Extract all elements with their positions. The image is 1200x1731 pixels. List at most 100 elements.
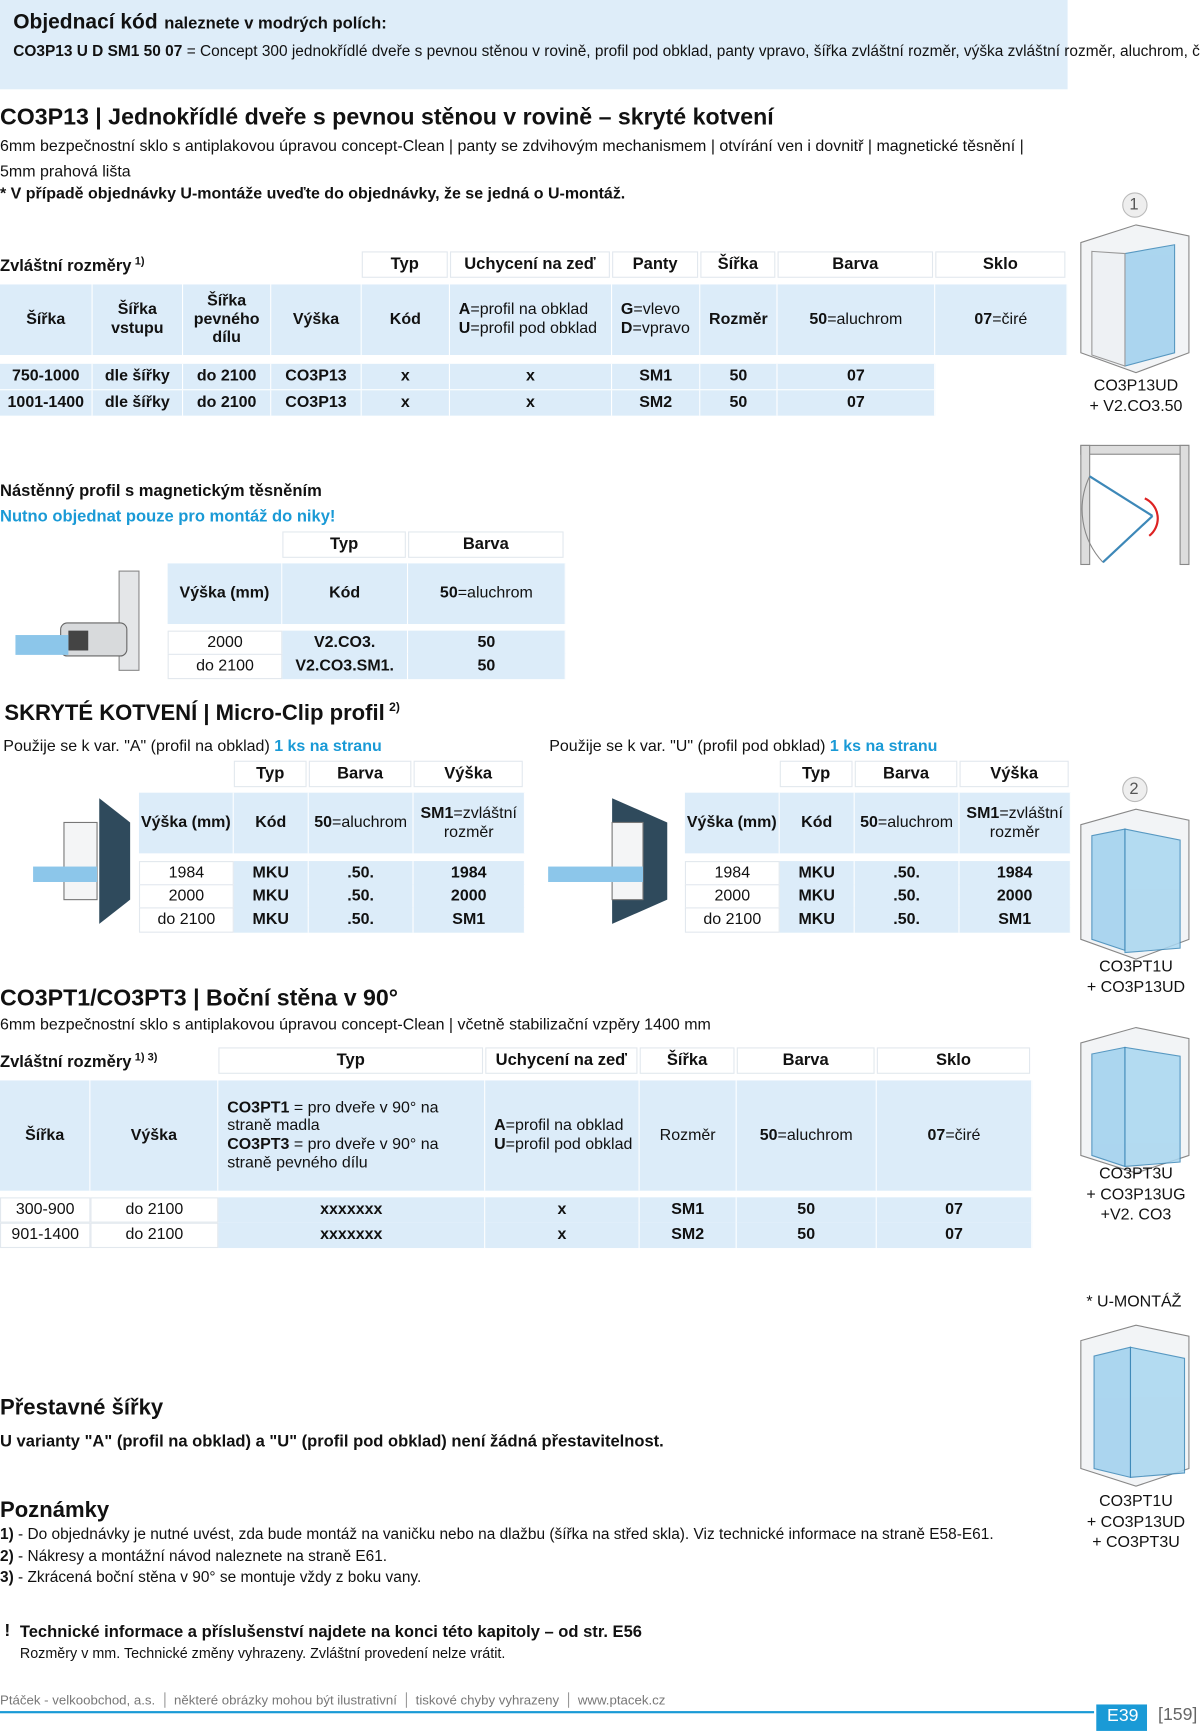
group-header: Barva	[736, 1047, 875, 1074]
table-cell: 901-1400	[0, 1222, 91, 1249]
table-cell: do 2100	[90, 1197, 219, 1223]
order-code: CO3P13 U D SM1 50 07	[13, 41, 183, 60]
text-run: - Nákresy a montážní návod naleznete na …	[13, 1546, 388, 1564]
group-header: Šířka	[700, 251, 776, 278]
cell-line: Rozměr	[709, 310, 768, 329]
cell-key: CO3PT3	[227, 1135, 290, 1154]
table-cell: V2.CO3.SM1.	[282, 653, 409, 680]
column-header: Výška	[90, 1080, 219, 1191]
table-cell: 1001-1400	[0, 390, 93, 416]
column-header: 50=aluchrom	[777, 284, 936, 356]
cell-key: A	[494, 1117, 506, 1135]
cell-line: .50.	[893, 887, 920, 906]
table-cell: 2000	[138, 884, 234, 910]
cell-line: MKU	[798, 864, 835, 883]
cell-line: Barva	[782, 1051, 829, 1070]
text-run: 2)	[0, 1546, 14, 1564]
cell-line: Výška	[292, 310, 340, 329]
section-description: 6mm bezpečnostní sklo s antiplakovou úpr…	[0, 1016, 711, 1035]
cell-line: Rozměr	[659, 1126, 716, 1145]
cell-line: .50.	[347, 910, 374, 929]
text-run: 1 ks na stranu	[274, 737, 382, 756]
table-cell: 07	[777, 390, 936, 416]
table-cell: xxxxxxx	[218, 1197, 486, 1223]
header-code-line: CO3P13 U D SM1 50 07 = Concept 300 jednok…	[13, 41, 1200, 62]
cell-line: x	[526, 393, 535, 412]
enclosure-4	[1080, 1324, 1190, 1487]
cell-line: Typ	[390, 255, 419, 274]
cell-key: 50	[809, 310, 828, 329]
table-cell: 50	[408, 653, 566, 680]
note-item: 3) - Zkrácená boční stěna v 90° se montu…	[0, 1568, 421, 1586]
figure-caption: + CO3P13UG	[1086, 1185, 1186, 1204]
column-header: SM1=zvláštní rozměr	[959, 792, 1071, 854]
cell-line: 1984	[168, 864, 205, 883]
footer-rule	[0, 1711, 1095, 1714]
group-header: Barva	[308, 760, 412, 788]
column-header: 50=aluchrom	[408, 563, 566, 625]
footer-item: některé obrázky mohou být ilustrativní	[164, 1692, 406, 1708]
table-cell: CO3P13	[271, 390, 362, 416]
cell-line: 1984	[996, 864, 1033, 883]
column-header: Výška (mm)	[167, 563, 283, 625]
cell-line: 2000	[714, 887, 751, 906]
figure-caption: CO3PT1U	[1099, 958, 1173, 976]
table-cell: MKU	[233, 861, 309, 887]
cell-line: x	[526, 367, 535, 385]
column-header: 50=aluchrom	[736, 1080, 877, 1191]
cell-line: V2.CO3.SM1.	[295, 657, 394, 675]
table-cell: MKU	[779, 907, 855, 933]
table-cell: dle šířky	[92, 363, 184, 390]
cell-line: Typ	[256, 764, 285, 784]
cell-line: MKU	[798, 887, 835, 906]
cell-line: x	[557, 1200, 567, 1219]
cell-line: MKU	[798, 910, 835, 929]
cell-line: Barva	[883, 764, 930, 784]
info-title: Technické informace a příslušenství najd…	[19, 1622, 642, 1642]
cell-line: Šířka	[717, 255, 759, 274]
order-description: = Concept 300 jednokřídlé dveře s pevnou…	[186, 41, 1200, 60]
cell-line: dle šířky	[104, 367, 170, 385]
cell-key: 07	[974, 310, 993, 329]
column-header: Šířka	[0, 1080, 91, 1191]
cell-line: Barva	[832, 255, 879, 274]
cell-key: SM1	[420, 804, 454, 823]
table-cell: SM1	[639, 1197, 737, 1223]
section-title: CO3P13 | Jednokřídlé dveře s pevnou stěn…	[0, 104, 774, 131]
group-header: Uchycení na zeď	[449, 251, 610, 278]
footer-text: Ptáček - velkoobchod, a.s. některé obrázk…	[0, 1692, 675, 1708]
group-header: Šířka	[639, 1047, 735, 1074]
table-cell: MKU	[233, 907, 309, 933]
cell-line: 2000	[207, 634, 243, 652]
figure-label: * U-MONTÁŽ	[1086, 1293, 1182, 1311]
table-cell: 50	[736, 1222, 877, 1249]
cell-line: Uchycení na zeď	[464, 255, 596, 274]
cell-text: =aluchrom	[827, 310, 903, 329]
cell-text: = pro dveře v 90° na straně madla	[227, 1098, 439, 1135]
figure-caption: CO3P13UD	[1093, 377, 1179, 395]
cell-key: CO3PT1	[227, 1098, 290, 1117]
table-cell: do 2100	[138, 907, 234, 933]
group-header: Typ	[361, 251, 448, 278]
cell-line: SM1	[998, 910, 1032, 929]
column-header: 07=čiré	[935, 284, 1068, 356]
cell-line: MKU	[252, 887, 289, 906]
group-header: Typ	[233, 760, 307, 788]
header-title: Objednací kód naleznete v modrých polích:	[13, 11, 386, 35]
cell-line: 2000	[996, 887, 1033, 906]
cell-line: SM1=zvláštní rozměr	[960, 805, 1070, 842]
group-header: Sklo	[876, 1047, 1031, 1074]
cell-line: 750-1000	[11, 367, 80, 385]
group-header: Výška	[413, 760, 523, 788]
table-cell: MKU	[779, 861, 855, 887]
text-run: Zvláštní rozměry	[0, 1052, 132, 1072]
group-header: Barva	[777, 251, 934, 278]
cell-line: do 2100	[196, 657, 254, 675]
sup: 1) 3)	[134, 1051, 158, 1064]
header-band	[0, 0, 1068, 90]
table-label: Zvláštní rozměry 1)	[0, 256, 145, 276]
footer-item: www.ptacek.cz	[567, 1692, 675, 1708]
table-cell: .50.	[308, 884, 414, 910]
cell-line: 07=čiré	[974, 311, 1027, 329]
cell-text: =profil pod obklad	[470, 319, 598, 338]
